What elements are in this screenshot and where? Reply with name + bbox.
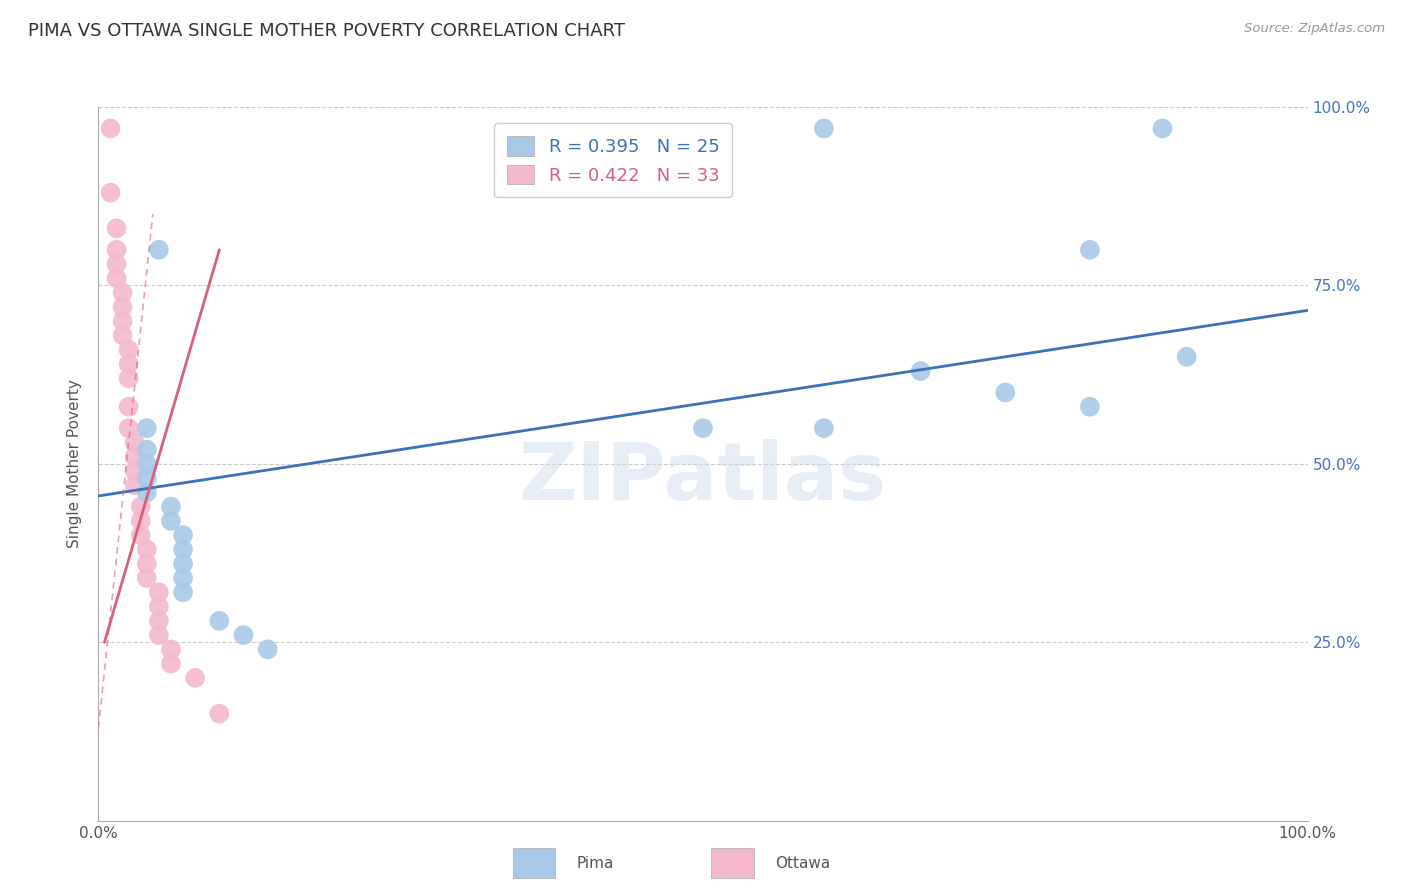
Point [111, 285, 134, 300]
Point [118, 357, 141, 371]
Point [172, 571, 194, 585]
Point [160, 514, 183, 528]
Point [124, 464, 146, 478]
Point [256, 642, 278, 657]
Point [111, 314, 134, 328]
Point [118, 343, 141, 357]
Point [135, 421, 157, 435]
Point [172, 528, 194, 542]
Point [184, 671, 207, 685]
Point [160, 657, 183, 671]
Text: PIMA VS OTTAWA SINGLE MOTHER POVERTY CORRELATION CHART: PIMA VS OTTAWA SINGLE MOTHER POVERTY COR… [28, 22, 626, 40]
Point [111, 300, 134, 314]
Point [1152, 121, 1174, 136]
Point [105, 257, 128, 271]
Point [111, 328, 134, 343]
Point [1078, 243, 1101, 257]
Point [118, 421, 141, 435]
Point [692, 421, 714, 435]
Point [208, 706, 231, 721]
Point [124, 450, 146, 464]
Point [105, 221, 128, 235]
Point [135, 471, 157, 485]
Text: Source: ZipAtlas.com: Source: ZipAtlas.com [1244, 22, 1385, 36]
Point [129, 528, 152, 542]
Point [135, 557, 157, 571]
Point [135, 485, 157, 500]
Point [148, 243, 170, 257]
Text: Ottawa: Ottawa [775, 855, 830, 871]
Point [129, 514, 152, 528]
Point [124, 435, 146, 450]
Point [135, 542, 157, 557]
Point [105, 243, 128, 257]
Text: Pima: Pima [576, 855, 614, 871]
Point [160, 642, 183, 657]
Point [910, 364, 932, 378]
Point [129, 500, 152, 514]
Point [148, 614, 170, 628]
Point [148, 599, 170, 614]
Bar [513, 848, 555, 878]
Y-axis label: Single Mother Poverty: Single Mother Poverty [67, 379, 83, 549]
Legend: R = 0.395   N = 25, R = 0.422   N = 33: R = 0.395 N = 25, R = 0.422 N = 33 [495, 123, 733, 197]
Point [105, 271, 128, 285]
Point [813, 421, 835, 435]
Point [118, 371, 141, 385]
Point [124, 478, 146, 492]
Point [100, 121, 122, 136]
Point [1078, 400, 1101, 414]
Point [208, 614, 231, 628]
Point [160, 500, 183, 514]
Point [118, 400, 141, 414]
Point [135, 571, 157, 585]
Point [172, 542, 194, 557]
Point [148, 628, 170, 642]
Point [994, 385, 1017, 400]
Point [100, 186, 122, 200]
Point [135, 442, 157, 457]
Bar [711, 848, 754, 878]
Point [1175, 350, 1198, 364]
Point [135, 457, 157, 471]
Point [172, 557, 194, 571]
Text: ZIPatlas: ZIPatlas [519, 439, 887, 517]
Point [232, 628, 254, 642]
Point [813, 121, 835, 136]
Point [148, 585, 170, 599]
Point [172, 585, 194, 599]
